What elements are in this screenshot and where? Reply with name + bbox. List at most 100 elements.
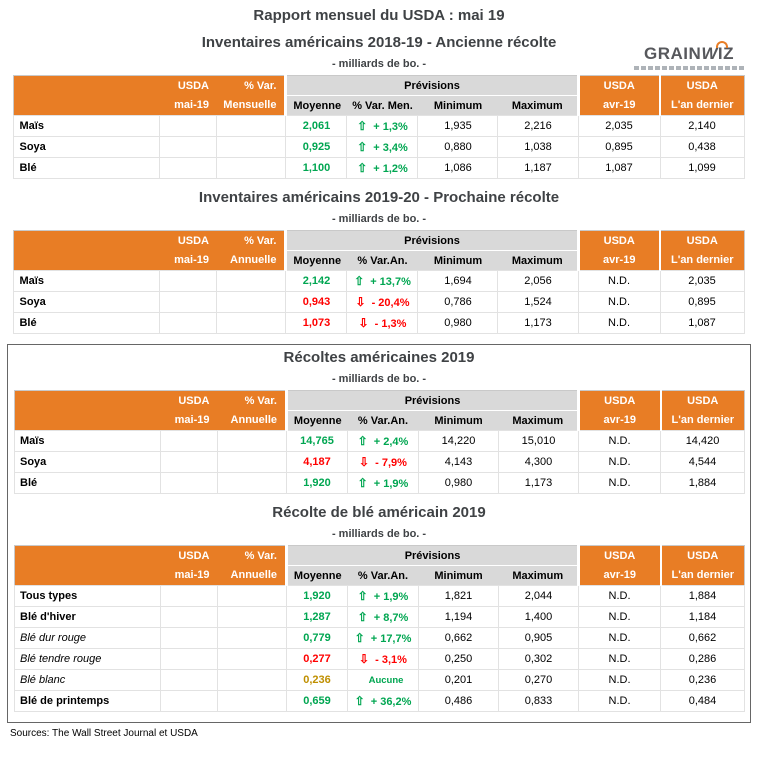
- min-value: 0,980: [417, 312, 499, 334]
- lastyear-value: 1,184: [660, 606, 746, 628]
- min-value: 0,786: [417, 291, 499, 313]
- lastyear-value: 0,286: [660, 648, 746, 670]
- trend-cell: ⇧ + 8,7%: [347, 606, 419, 628]
- header-usda-label: USDA: [160, 545, 218, 566]
- header-usda-month: mai-19: [160, 410, 218, 431]
- trend-cell: ⇩ - 20,4%: [346, 291, 419, 313]
- sources-note: Sources: The Wall Street Journal et USDA: [10, 728, 198, 739]
- header-row-bottom: mai-19 Annuelle Moyenne % Var.An. Minimu…: [13, 250, 744, 271]
- table-row: Soya 0,925 ⇧ + 3,4% 0,880 1,038 0,895 0,…: [13, 136, 745, 158]
- max-value: 2,056: [497, 270, 579, 292]
- header-moyenne: Moyenne: [285, 250, 347, 271]
- header-var-label: % Var.: [216, 230, 288, 251]
- header-row-top: USDA % Var. Prévisions USDA USDA: [13, 230, 744, 251]
- header-usda-month: mai-19: [159, 95, 217, 116]
- header-var-period: Annuelle: [217, 565, 288, 586]
- min-value: 1,194: [418, 606, 499, 628]
- header-var-period: Annuelle: [216, 250, 288, 271]
- header-maximum: Maximum: [497, 250, 578, 271]
- table-row: Maïs 14,765 ⇧ + 2,4% 14,220 15,010 N.D. …: [14, 430, 746, 452]
- max-value: 0,833: [497, 690, 580, 712]
- min-value: 4,143: [418, 451, 499, 473]
- header-usda-lastyear-label: USDA: [659, 390, 745, 411]
- header-corner2: [13, 250, 160, 271]
- header-usda-prev-label: USDA: [577, 390, 661, 411]
- trend-arrow-icon: ⇩: [358, 316, 369, 330]
- row-label: Blé: [14, 472, 161, 494]
- header-row-top: USDA % Var. Prévisions USDA USDA: [13, 75, 744, 96]
- trend-arrow-icon: ⇧: [357, 140, 368, 154]
- header-var-detail: % Var.An.: [346, 250, 418, 271]
- moyenne-value: 14,765: [286, 430, 348, 452]
- avr-value: N.D.: [577, 270, 661, 292]
- header-previsions: Prévisions: [285, 230, 578, 251]
- table-row: Blé 1,073 ⇩ - 1,3% 0,980 1,173 N.D. 1,08…: [13, 312, 745, 334]
- variation-cell: [217, 451, 287, 473]
- usda-current-cell: [160, 451, 218, 473]
- header-usda-lastyear-text: L'an dernier: [659, 95, 744, 116]
- header-row-bottom: mai-19 Annuelle Moyenne % Var.An. Minimu…: [14, 410, 745, 431]
- usda-report-page: Rapport mensuel du USDA : mai 19 GRAINWI…: [7, 7, 751, 739]
- trend-cell: ⇧ + 2,4%: [347, 430, 419, 452]
- trend-cell: ⇧ + 36,2%: [347, 690, 419, 712]
- avr-value: N.D.: [577, 291, 661, 313]
- moyenne-value: 0,779: [286, 627, 348, 649]
- max-value: 1,173: [497, 312, 579, 334]
- logo-accent-icon: [716, 41, 728, 48]
- trend-cell: ⇧ + 3,4%: [346, 136, 419, 158]
- trend-arrow-icon: ⇧: [354, 694, 365, 708]
- usda-current-cell: [159, 157, 218, 179]
- trend-pct: + 1,2%: [373, 163, 408, 175]
- logo-wordmark: GRAINWIZ: [634, 41, 744, 64]
- row-label: Blé d'hiver: [14, 606, 161, 628]
- header-usda-label: USDA: [160, 390, 218, 411]
- table-row: Blé dur rouge 0,779 ⇧ + 17,7% 0,662 0,90…: [14, 627, 746, 649]
- max-value: 1,400: [497, 606, 580, 628]
- usda-current-cell: [160, 430, 218, 452]
- avr-value: N.D.: [578, 690, 662, 712]
- header-maximum: Maximum: [498, 565, 579, 586]
- lastyear-value: 1,099: [659, 157, 745, 179]
- avr-value: N.D.: [578, 430, 662, 452]
- logo-grain-text: GRAIN: [644, 44, 702, 63]
- header-row-bottom: mai-19 Mensuelle Moyenne % Var. Men. Min…: [13, 95, 744, 116]
- trend-cell: Aucune: [347, 669, 419, 691]
- trend-pct: + 1,9%: [373, 478, 409, 490]
- usda-current-cell: [160, 669, 218, 691]
- header-usda-lastyear-label: USDA: [659, 545, 745, 566]
- min-value: 0,486: [418, 690, 499, 712]
- moyenne-value: 0,277: [286, 648, 348, 670]
- report-title: Rapport mensuel du USDA : mai 19: [253, 7, 505, 24]
- variation-cell: [217, 648, 287, 670]
- max-value: 1,038: [497, 136, 579, 158]
- table-subtitle: - milliards de bo. -: [331, 58, 427, 70]
- moyenne-value: 1,920: [286, 585, 348, 607]
- header-row-top: USDA % Var. Prévisions USDA USDA: [14, 390, 745, 411]
- trend-pct: - 1,3%: [374, 318, 407, 330]
- header-usda-prev-month: avr-19: [576, 95, 660, 116]
- header-corner2: [13, 95, 160, 116]
- min-value: 14,220: [418, 430, 499, 452]
- row-label: Blé: [13, 157, 161, 179]
- header-row-top: USDA % Var. Prévisions USDA USDA: [14, 545, 745, 566]
- min-value: 1,086: [417, 157, 499, 179]
- row-label: Blé tendre rouge: [14, 648, 161, 670]
- trend-pct: + 1,9%: [373, 591, 409, 603]
- max-value: 1,524: [497, 291, 579, 313]
- trend-cell: ⇧ + 17,7%: [347, 627, 419, 649]
- moyenne-value: 4,187: [286, 451, 348, 473]
- logo-w-text: W: [701, 44, 718, 63]
- header-var-detail: % Var.An.: [347, 410, 419, 431]
- moyenne-value: 2,142: [285, 270, 348, 292]
- variation-cell: [217, 585, 287, 607]
- trend-pct: - 7,9%: [375, 457, 407, 469]
- header-var-detail: % Var.An.: [347, 565, 419, 586]
- row-label: Blé: [13, 312, 161, 334]
- min-value: 0,201: [418, 669, 499, 691]
- variation-cell: [216, 291, 287, 313]
- trend-cell: ⇩ - 1,3%: [346, 312, 419, 334]
- header-var-period: Mensuelle: [216, 95, 288, 116]
- table-row: Blé 1,100 ⇧ + 1,2% 1,086 1,187 1,087 1,0…: [13, 157, 745, 179]
- trend-cell: ⇧ + 1,9%: [347, 472, 419, 494]
- min-value: 0,880: [417, 136, 499, 158]
